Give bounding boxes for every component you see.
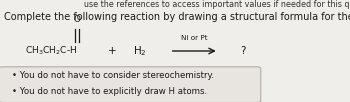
Text: Complete the following reaction by drawing a structural formula for the product.: Complete the following reaction by drawi… xyxy=(4,12,350,22)
Text: Ni or Pt: Ni or Pt xyxy=(181,35,208,41)
Text: ?: ? xyxy=(240,46,245,56)
Text: H$_2$: H$_2$ xyxy=(133,44,147,58)
Text: O: O xyxy=(74,15,80,24)
Text: +: + xyxy=(108,46,116,56)
Text: CH$_3$CH$_2$C-H: CH$_3$CH$_2$C-H xyxy=(25,45,77,57)
FancyBboxPatch shape xyxy=(0,67,261,102)
Text: • You do not have to explicitly draw H atoms.: • You do not have to explicitly draw H a… xyxy=(12,87,207,96)
Text: • You do not have to consider stereochemistry.: • You do not have to consider stereochem… xyxy=(12,71,214,80)
Text: use the references to access important values if needed for this q: use the references to access important v… xyxy=(84,0,350,9)
